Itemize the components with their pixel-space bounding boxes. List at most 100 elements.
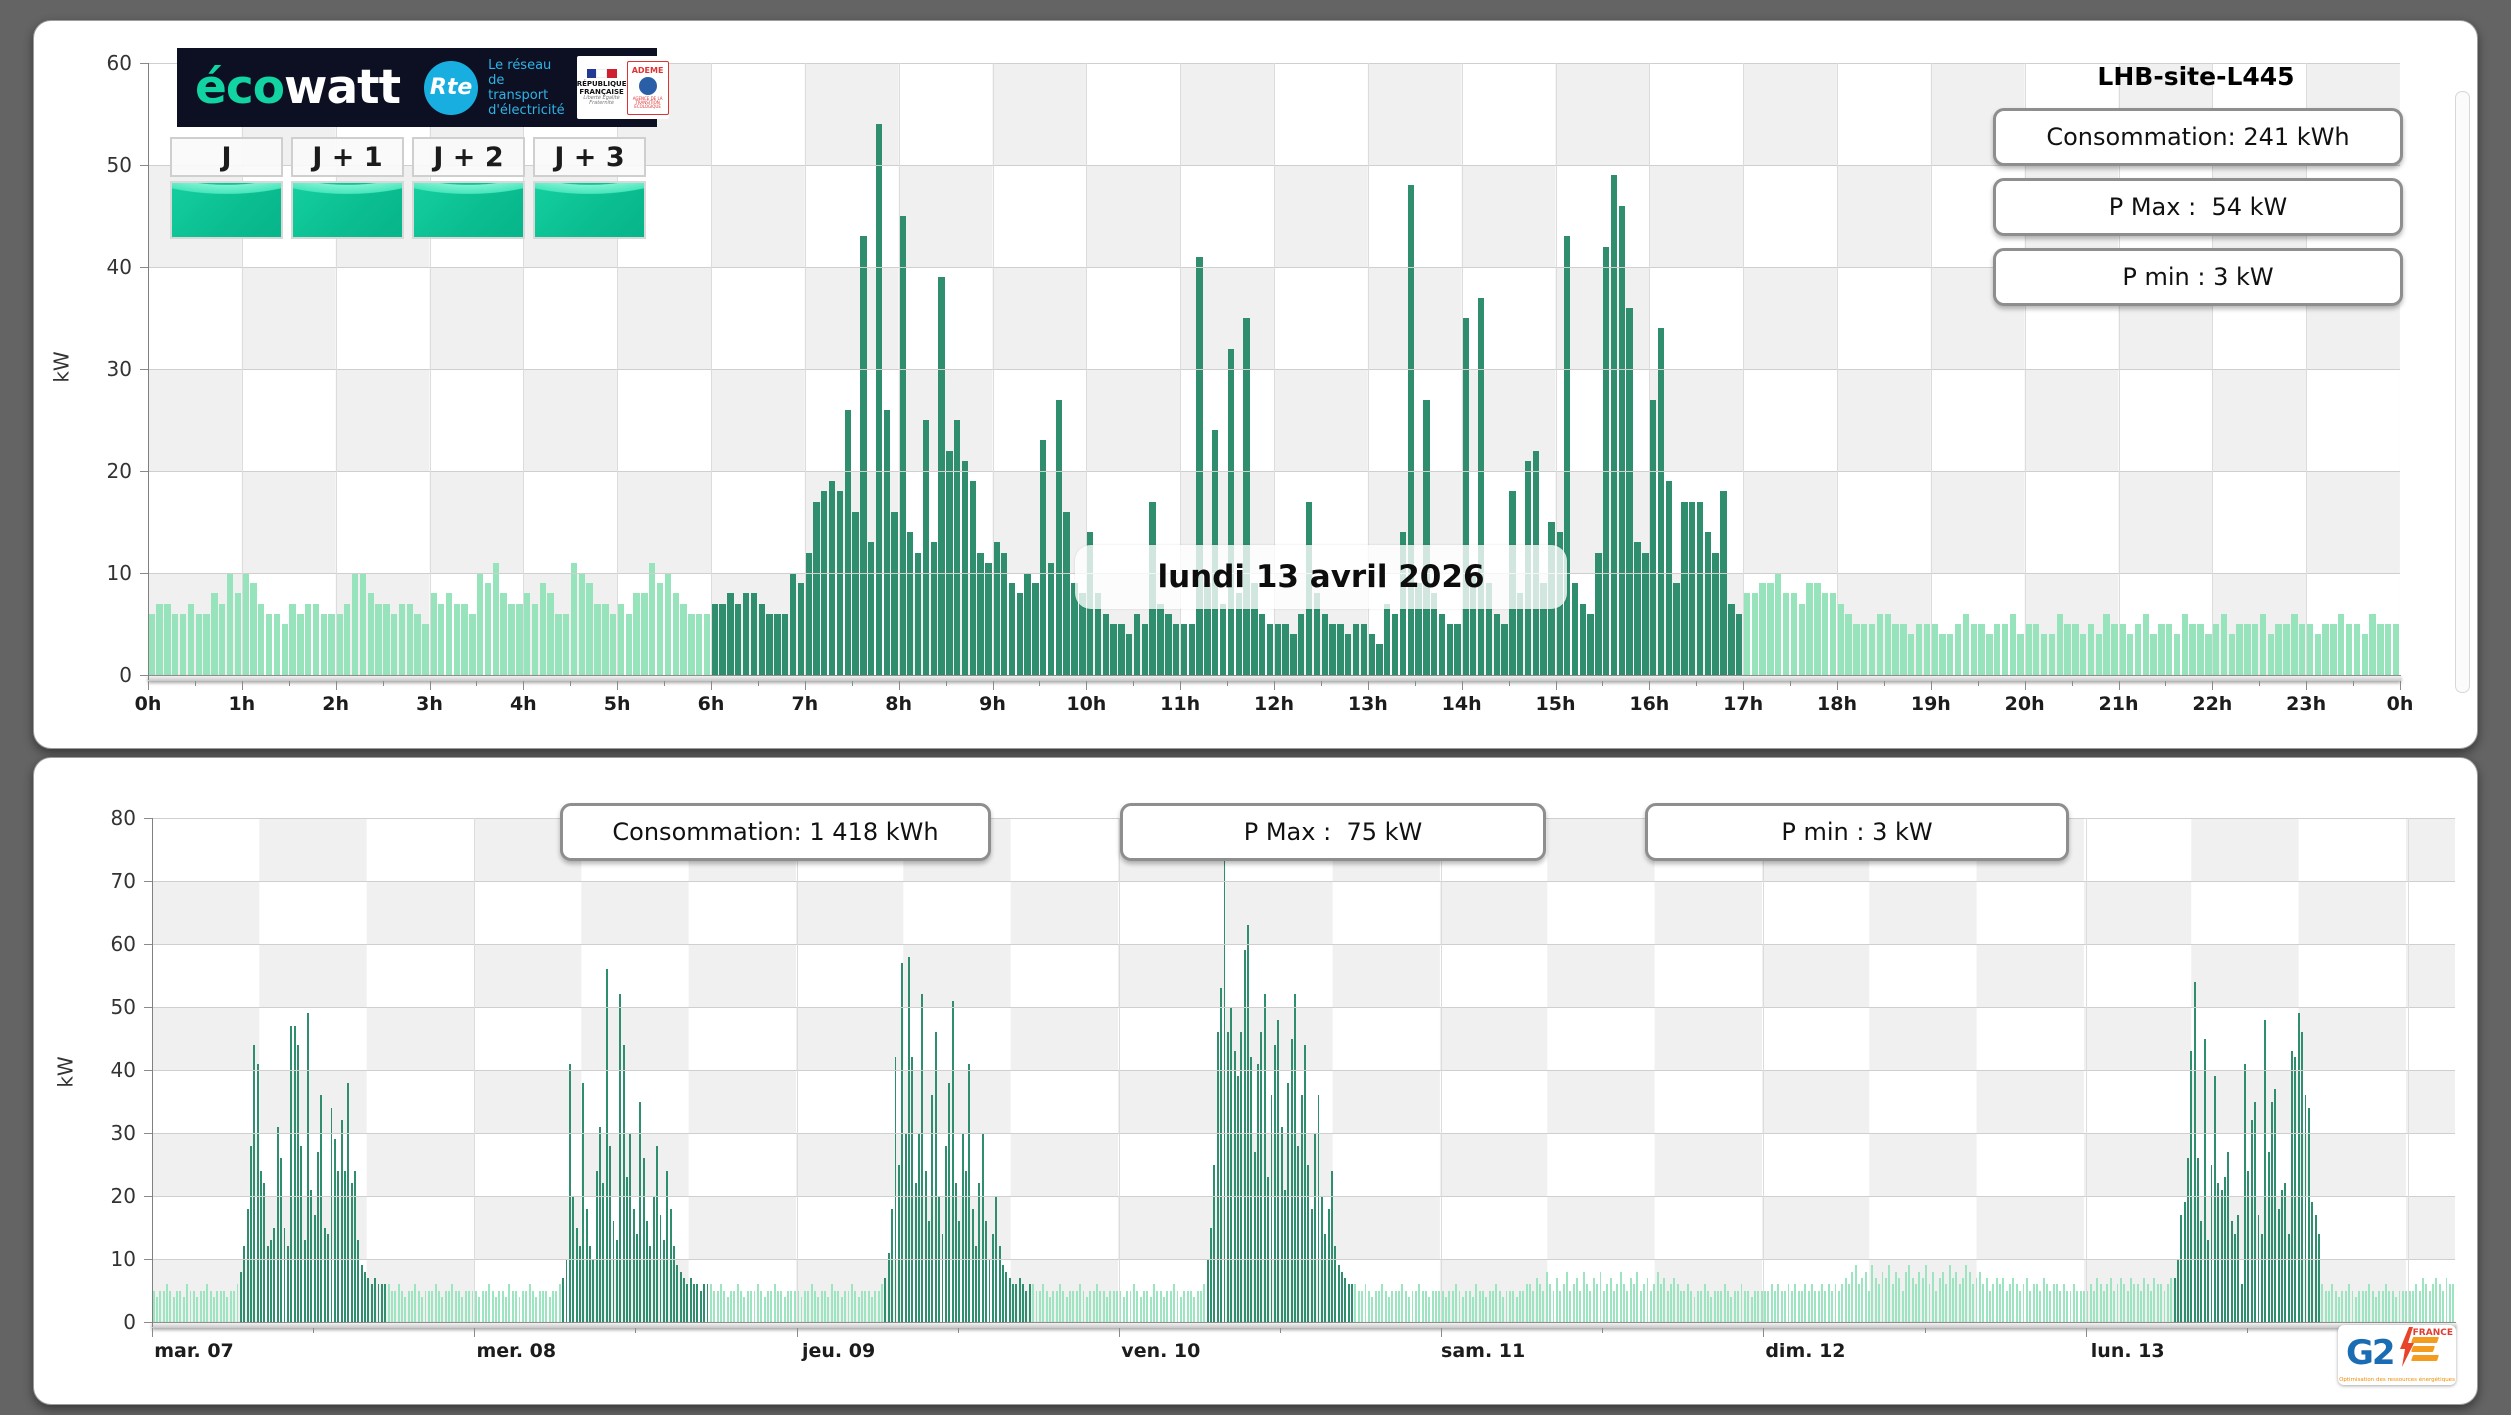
bar[interactable] xyxy=(860,236,867,675)
bar[interactable] xyxy=(1747,1290,1750,1322)
bar[interactable] xyxy=(1555,1277,1558,1322)
bar[interactable] xyxy=(1468,1290,1471,1322)
bar[interactable] xyxy=(1274,624,1281,675)
bar[interactable] xyxy=(1753,1290,1756,1322)
bar[interactable] xyxy=(609,1145,612,1322)
bar[interactable] xyxy=(1837,603,1844,675)
bar[interactable] xyxy=(1552,1290,1555,1322)
bar[interactable] xyxy=(1367,1290,1370,1322)
bar[interactable] xyxy=(2368,1284,2371,1322)
bar[interactable] xyxy=(1045,1290,1048,1322)
bar[interactable] xyxy=(2056,1284,2059,1322)
bar[interactable] xyxy=(1515,1296,1518,1322)
bar[interactable] xyxy=(1445,1296,1448,1322)
bar[interactable] xyxy=(2109,1277,2112,1322)
bar[interactable] xyxy=(406,603,414,675)
bar[interactable] xyxy=(1915,624,1923,675)
bar[interactable] xyxy=(1414,1290,1417,1322)
bar[interactable] xyxy=(1446,624,1454,675)
bar[interactable] xyxy=(2277,1208,2280,1322)
bar[interactable] xyxy=(2082,1290,2085,1322)
bar[interactable] xyxy=(1048,1296,1051,1322)
bar[interactable] xyxy=(649,1246,652,1322)
bar[interactable] xyxy=(1626,307,1633,675)
bar[interactable] xyxy=(2029,1290,2032,1322)
bar[interactable] xyxy=(1075,1290,1078,1322)
tile-j[interactable]: J xyxy=(170,137,283,239)
bar[interactable] xyxy=(1609,1277,1612,1322)
bar[interactable] xyxy=(350,1183,353,1322)
bar[interactable] xyxy=(1743,1290,1746,1322)
bar[interactable] xyxy=(1313,593,1321,675)
bar[interactable] xyxy=(2181,613,2189,675)
bar[interactable] xyxy=(2220,613,2228,675)
bar[interactable] xyxy=(2428,1290,2431,1322)
bar[interactable] xyxy=(384,1284,387,1322)
bar[interactable] xyxy=(1921,1277,1924,1322)
bar[interactable] xyxy=(1478,1290,1481,1322)
bar[interactable] xyxy=(528,1284,531,1322)
bar[interactable] xyxy=(2173,1277,2176,1322)
bar[interactable] xyxy=(991,1233,994,1322)
bar[interactable] xyxy=(689,1277,692,1322)
bar[interactable] xyxy=(1907,634,1915,675)
bar[interactable] xyxy=(320,1095,323,1322)
bar[interactable] xyxy=(495,1296,497,1322)
bar[interactable] xyxy=(1777,1284,1780,1322)
bar[interactable] xyxy=(2247,1170,2250,1322)
bar[interactable] xyxy=(1670,1284,1672,1322)
bar[interactable] xyxy=(1298,613,1305,675)
bar[interactable] xyxy=(1579,1290,1582,1322)
bar[interactable] xyxy=(758,603,765,675)
bar[interactable] xyxy=(1247,925,1249,1322)
bar[interactable] xyxy=(726,1296,729,1322)
bar[interactable] xyxy=(367,593,374,675)
bar[interactable] xyxy=(1569,1290,1572,1322)
bar[interactable] xyxy=(2210,1164,2213,1322)
bar[interactable] xyxy=(1947,634,1954,675)
bar[interactable] xyxy=(1686,1284,1689,1322)
bar[interactable] xyxy=(2284,1183,2287,1322)
bar[interactable] xyxy=(2264,1019,2267,1322)
bar[interactable] xyxy=(211,593,218,675)
bar[interactable] xyxy=(2193,981,2196,1322)
bar[interactable] xyxy=(1377,1290,1380,1322)
bar[interactable] xyxy=(1000,552,1008,675)
bar[interactable] xyxy=(477,573,484,675)
bar[interactable] xyxy=(2183,1202,2186,1322)
bar[interactable] xyxy=(203,613,210,675)
bar[interactable] xyxy=(1868,624,1876,675)
bar[interactable] xyxy=(1634,542,1641,675)
bar[interactable] xyxy=(2129,1277,2132,1322)
bar[interactable] xyxy=(1972,1284,1975,1322)
bar[interactable] xyxy=(1024,573,1031,675)
bar[interactable] xyxy=(1351,1284,1354,1322)
bar[interactable] xyxy=(797,1290,800,1322)
bar[interactable] xyxy=(1965,1265,1968,1322)
bar[interactable] xyxy=(830,1284,833,1322)
bar[interactable] xyxy=(1540,583,1547,675)
bar[interactable] xyxy=(1945,1284,1948,1322)
bar[interactable] xyxy=(1760,1290,1763,1322)
bar[interactable] xyxy=(1012,1284,1014,1322)
bar[interactable] xyxy=(2072,624,2079,675)
bar[interactable] xyxy=(2056,613,2063,675)
bar[interactable] xyxy=(1814,1290,1817,1322)
bar[interactable] xyxy=(1633,1284,1636,1322)
bar[interactable] xyxy=(2321,1284,2324,1322)
bar[interactable] xyxy=(1092,1290,1095,1322)
bar[interactable] xyxy=(1854,1265,1857,1322)
bar[interactable] xyxy=(636,1233,638,1322)
bar[interactable] xyxy=(390,1290,393,1322)
bar[interactable] xyxy=(1266,624,1274,675)
bar[interactable] xyxy=(2425,1284,2428,1322)
bar[interactable] xyxy=(290,1025,293,1322)
bar[interactable] xyxy=(1827,1284,1830,1322)
bar[interactable] xyxy=(1522,1290,1525,1322)
bar[interactable] xyxy=(1119,1290,1122,1322)
bar[interactable] xyxy=(632,1208,635,1322)
bar[interactable] xyxy=(921,994,924,1322)
bar[interactable] xyxy=(1329,624,1336,675)
bar[interactable] xyxy=(2146,1284,2149,1322)
bar[interactable] xyxy=(977,552,984,675)
